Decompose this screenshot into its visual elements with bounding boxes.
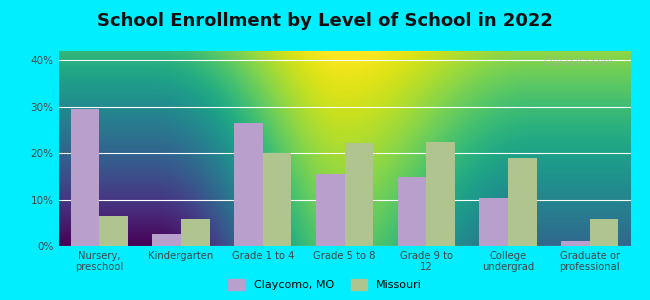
Text: School Enrollment by Level of School in 2022: School Enrollment by Level of School in … — [97, 12, 553, 30]
Bar — [590, 219, 618, 246]
Bar — [479, 198, 508, 246]
Bar — [316, 174, 344, 246]
Bar — [263, 153, 291, 246]
Bar — [99, 216, 128, 246]
Bar — [153, 234, 181, 246]
Bar — [426, 142, 455, 246]
Text: City-Data.com: City-Data.com — [543, 57, 614, 67]
Bar — [561, 242, 590, 246]
Bar — [344, 143, 373, 246]
Bar — [398, 177, 426, 246]
Bar — [508, 158, 536, 246]
Bar — [71, 109, 99, 246]
Bar — [234, 123, 263, 246]
Bar — [181, 219, 210, 246]
Legend: Claycomo, MO, Missouri: Claycomo, MO, Missouri — [224, 274, 426, 294]
